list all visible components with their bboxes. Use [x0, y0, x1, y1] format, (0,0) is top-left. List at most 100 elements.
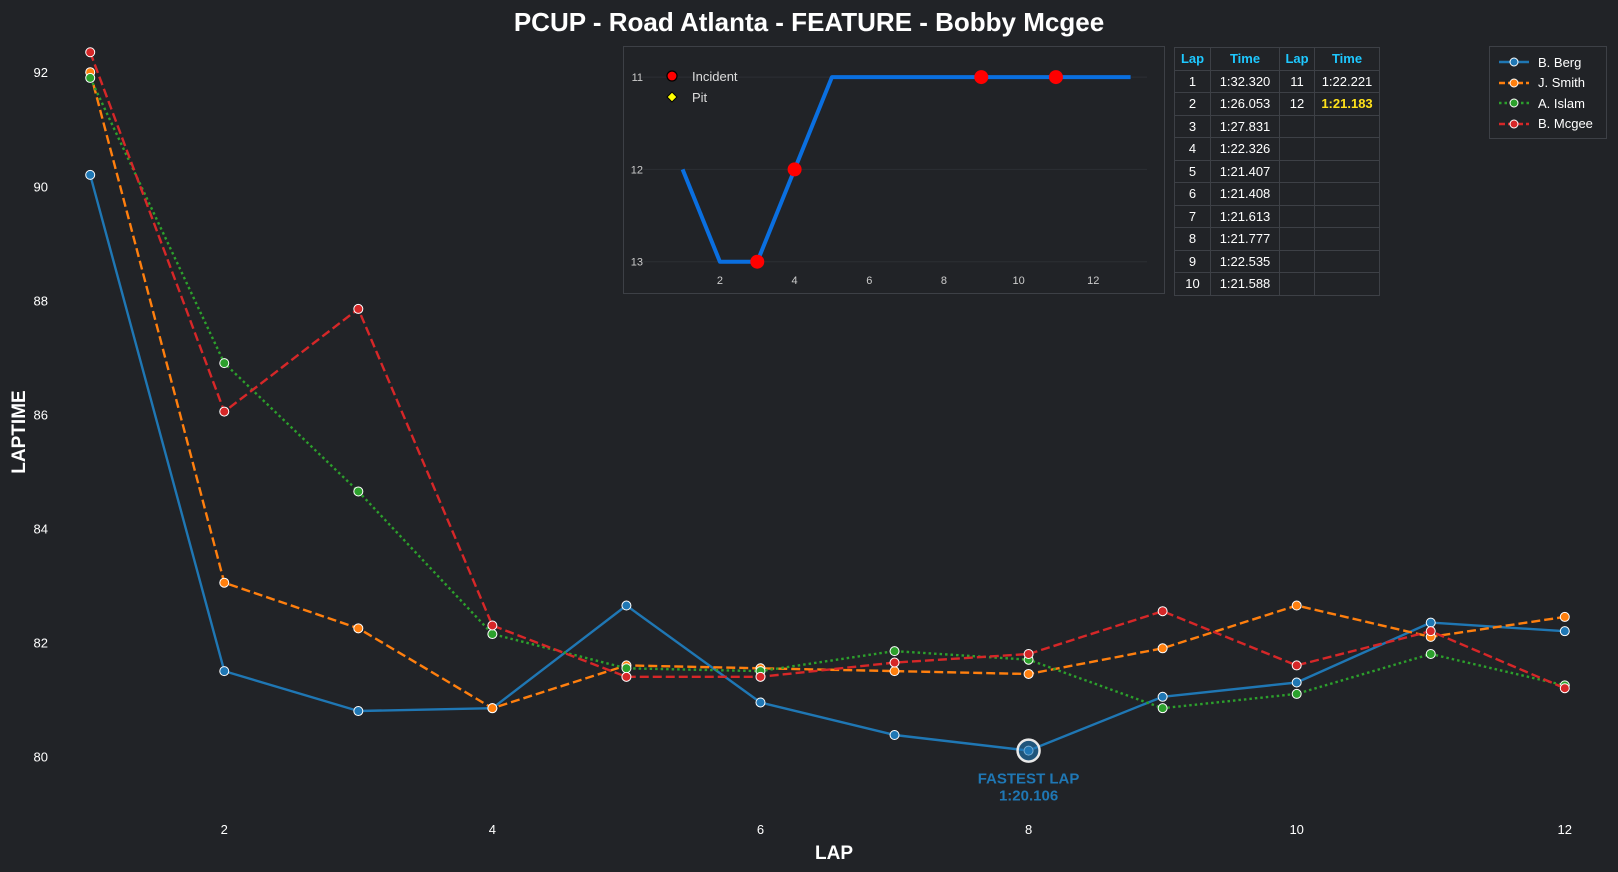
inset-x-tick-label: 2 — [717, 275, 723, 287]
data-point — [353, 623, 364, 634]
data-point — [621, 671, 632, 682]
x-tick-label: 2 — [221, 822, 228, 837]
lap-time-cell: 1:32.320 — [1210, 69, 1280, 93]
lap-number-cell: 8 — [1174, 227, 1211, 251]
lap-time-cell: 1:22.221 — [1314, 69, 1380, 93]
legend-item: B. Mcgee — [1490, 114, 1606, 135]
main-series-group — [85, 47, 1570, 756]
data-point — [1425, 626, 1436, 637]
lap-time-cell — [1314, 159, 1380, 183]
data-point — [85, 72, 96, 83]
data-point — [487, 629, 498, 640]
pit-legend-marker — [666, 91, 678, 103]
data-point — [487, 703, 498, 714]
data-point — [1559, 626, 1570, 637]
data-point — [1157, 643, 1168, 654]
lap-table-row: 1 1:32.320 11 1:22.221 — [1174, 69, 1380, 93]
incident-legend-label: Incident — [692, 69, 738, 84]
data-point — [1291, 688, 1302, 699]
legend-marker — [1509, 78, 1519, 88]
data-point — [1023, 649, 1034, 659]
lap-time-cell: 1:21.408 — [1210, 182, 1280, 206]
y-tick-label: 90 — [34, 179, 48, 194]
lap-number-cell: 7 — [1174, 204, 1211, 228]
lap-time-cell: 1:21.613 — [1210, 204, 1280, 228]
x-tick-label: 6 — [757, 822, 764, 837]
lap-table-body: 1 1:32.320 11 1:22.221 2 1:26.053 12 1:21.183 3 1… — [1174, 69, 1380, 296]
inset-x-tick-label: 8 — [941, 275, 947, 287]
lap-times-table: Lap Time Lap Time 1 1:32.320 11 1:22.221 2 1:… — [1174, 47, 1380, 296]
y-tick-label: 80 — [34, 750, 48, 765]
lap-time-cell: 1:21.183 — [1314, 92, 1380, 116]
legend-marker — [1509, 119, 1519, 129]
series-line — [89, 77, 1566, 710]
fastest-lap-annotation: FASTEST LAP 1:20.106 — [978, 738, 1080, 805]
data-point — [353, 706, 364, 717]
lap-number-cell — [1279, 227, 1315, 251]
lap-table-row: 10 1:21.588 — [1174, 272, 1380, 296]
legend-label: B. Mcgee — [1538, 116, 1593, 132]
legend-swatch — [1499, 57, 1529, 67]
lap-number-cell — [1279, 114, 1315, 138]
lap-table-row: 8 1:21.777 — [1174, 227, 1380, 251]
data-point — [1291, 677, 1302, 688]
data-point — [85, 47, 96, 58]
legend-label: A. Islam — [1538, 95, 1585, 111]
fastest-lap-highlight — [1016, 738, 1041, 763]
data-point — [353, 303, 364, 314]
lap-table-row: 4 1:22.326 — [1174, 137, 1380, 161]
legend-swatch — [1499, 98, 1529, 108]
lap-number-cell: 12 — [1279, 92, 1315, 116]
x-tick-label: 8 — [1025, 822, 1032, 837]
lap-number-cell — [1279, 159, 1315, 183]
lap-time-cell — [1314, 182, 1380, 206]
x-tick-label: 4 — [489, 822, 496, 837]
data-point — [219, 666, 230, 677]
lap-time-cell: 1:27.831 — [1210, 114, 1280, 138]
legend-label: B. Berg — [1538, 54, 1582, 70]
lap-table-row: 3 1:27.831 — [1174, 114, 1380, 138]
lap-table-row: 2 1:26.053 12 1:21.183 — [1174, 92, 1380, 116]
incident-marker — [1048, 70, 1063, 85]
lap-time-cell: 1:22.535 — [1210, 249, 1280, 273]
lap-number-cell — [1279, 272, 1315, 296]
legend-item: J. Smith — [1490, 73, 1606, 94]
lap-time-cell: 1:22.326 — [1210, 137, 1280, 161]
series-line — [89, 71, 1565, 710]
legend-label: J. Smith — [1538, 75, 1585, 91]
lap-table-header-row: Lap Time Lap Time — [1174, 47, 1380, 71]
fastest-lap-label: FASTEST LAP — [978, 771, 1080, 788]
data-point — [889, 646, 900, 657]
legend-swatch — [1499, 119, 1529, 129]
fastest-lap-time: 1:20.106 — [999, 788, 1058, 805]
legend-marker — [1509, 98, 1519, 108]
y-tick-label: 86 — [34, 407, 48, 422]
x-tick-label: 12 — [1558, 822, 1572, 837]
y-tick-label: 88 — [34, 293, 48, 308]
series-line — [89, 174, 1565, 752]
lap-time-cell: 1:21.588 — [1210, 272, 1280, 296]
lap-number-cell — [1279, 137, 1315, 161]
lap-table-row: 5 1:21.407 — [1174, 159, 1380, 183]
lap-header: Lap — [1279, 47, 1315, 71]
data-point — [85, 169, 96, 180]
lap-table-row: 9 1:22.535 — [1174, 249, 1380, 273]
lap-time-cell — [1314, 249, 1380, 273]
x-axis-label: LAP — [815, 843, 853, 864]
lap-time-cell — [1314, 204, 1380, 228]
inset-x-tick-label: 4 — [792, 275, 798, 287]
incident-legend-marker — [666, 70, 678, 82]
inset-y-tick-label: 13 — [631, 257, 643, 269]
lap-header: Lap — [1174, 47, 1211, 71]
inset-legend: Incident Pit — [666, 69, 738, 105]
data-point — [755, 697, 766, 708]
lap-number-cell: 1 — [1174, 69, 1211, 93]
lap-number-cell: 10 — [1174, 272, 1211, 296]
inset-axis-ticks: 2 4 6 8 10 12 11 12 13 — [631, 72, 1100, 287]
data-point — [1291, 660, 1302, 671]
lap-number-cell: 3 — [1174, 114, 1211, 138]
data-point — [219, 577, 230, 588]
data-point — [1559, 683, 1570, 694]
lap-number-cell: 5 — [1174, 159, 1211, 183]
data-point — [1157, 606, 1168, 617]
